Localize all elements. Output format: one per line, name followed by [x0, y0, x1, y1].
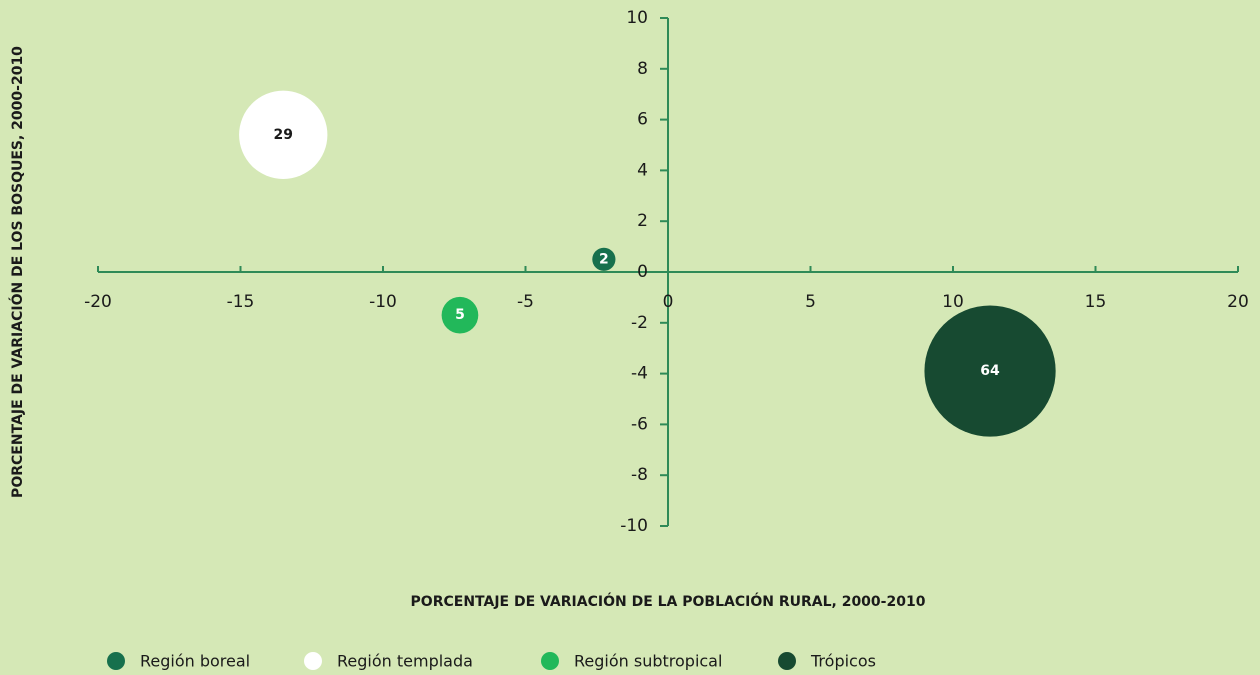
legend-swatch: [107, 652, 125, 670]
y-tick-label: -6: [631, 414, 648, 434]
legend-swatch: [778, 652, 796, 670]
x-tick-label: 15: [1085, 292, 1107, 312]
bubble: [924, 305, 1056, 437]
x-tick-label: -5: [517, 292, 534, 312]
bubble: [441, 296, 479, 334]
legend-swatch: [304, 652, 322, 670]
y-tick-label: 8: [637, 59, 648, 79]
x-tick-label: 0: [663, 292, 674, 312]
data-label: 64: [980, 363, 1000, 379]
y-tick-label: -8: [631, 465, 648, 485]
data-label: 29: [274, 127, 293, 143]
x-tick-label: 10: [942, 292, 964, 312]
y-tick-label: 0: [637, 262, 648, 282]
x-tick-label: -10: [369, 292, 397, 312]
y-tick-label: 2: [637, 211, 648, 231]
legend-label: Región subtropical: [574, 652, 722, 671]
data-label: 5: [455, 307, 465, 323]
y-tick-label: 10: [626, 8, 648, 28]
y-tick-label: -4: [631, 364, 648, 384]
y-tick-label: -10: [620, 516, 648, 536]
x-tick-label: -15: [227, 292, 255, 312]
legend-label: Región templada: [337, 652, 473, 671]
legend-label: Región boreal: [140, 652, 250, 671]
x-tick-label: -20: [84, 292, 112, 312]
bubble: [592, 247, 616, 271]
x-tick-label: 20: [1227, 292, 1249, 312]
x-tick-label: 5: [805, 292, 816, 312]
x-axis-title: PORCENTAJE DE VARIACIÓN DE LA POBLACIÓN …: [411, 592, 926, 610]
y-axis-title: PORCENTAJE DE VARIACIÓN DE LOS BOSQUES, …: [8, 46, 26, 498]
y-tick-label: -2: [631, 313, 648, 333]
legend-label: Trópicos: [810, 652, 876, 671]
legend-swatch: [541, 652, 559, 670]
bubble: [239, 90, 328, 179]
y-tick-label: 4: [637, 160, 648, 180]
data-label: 2: [599, 251, 609, 267]
y-tick-label: 6: [637, 110, 648, 130]
